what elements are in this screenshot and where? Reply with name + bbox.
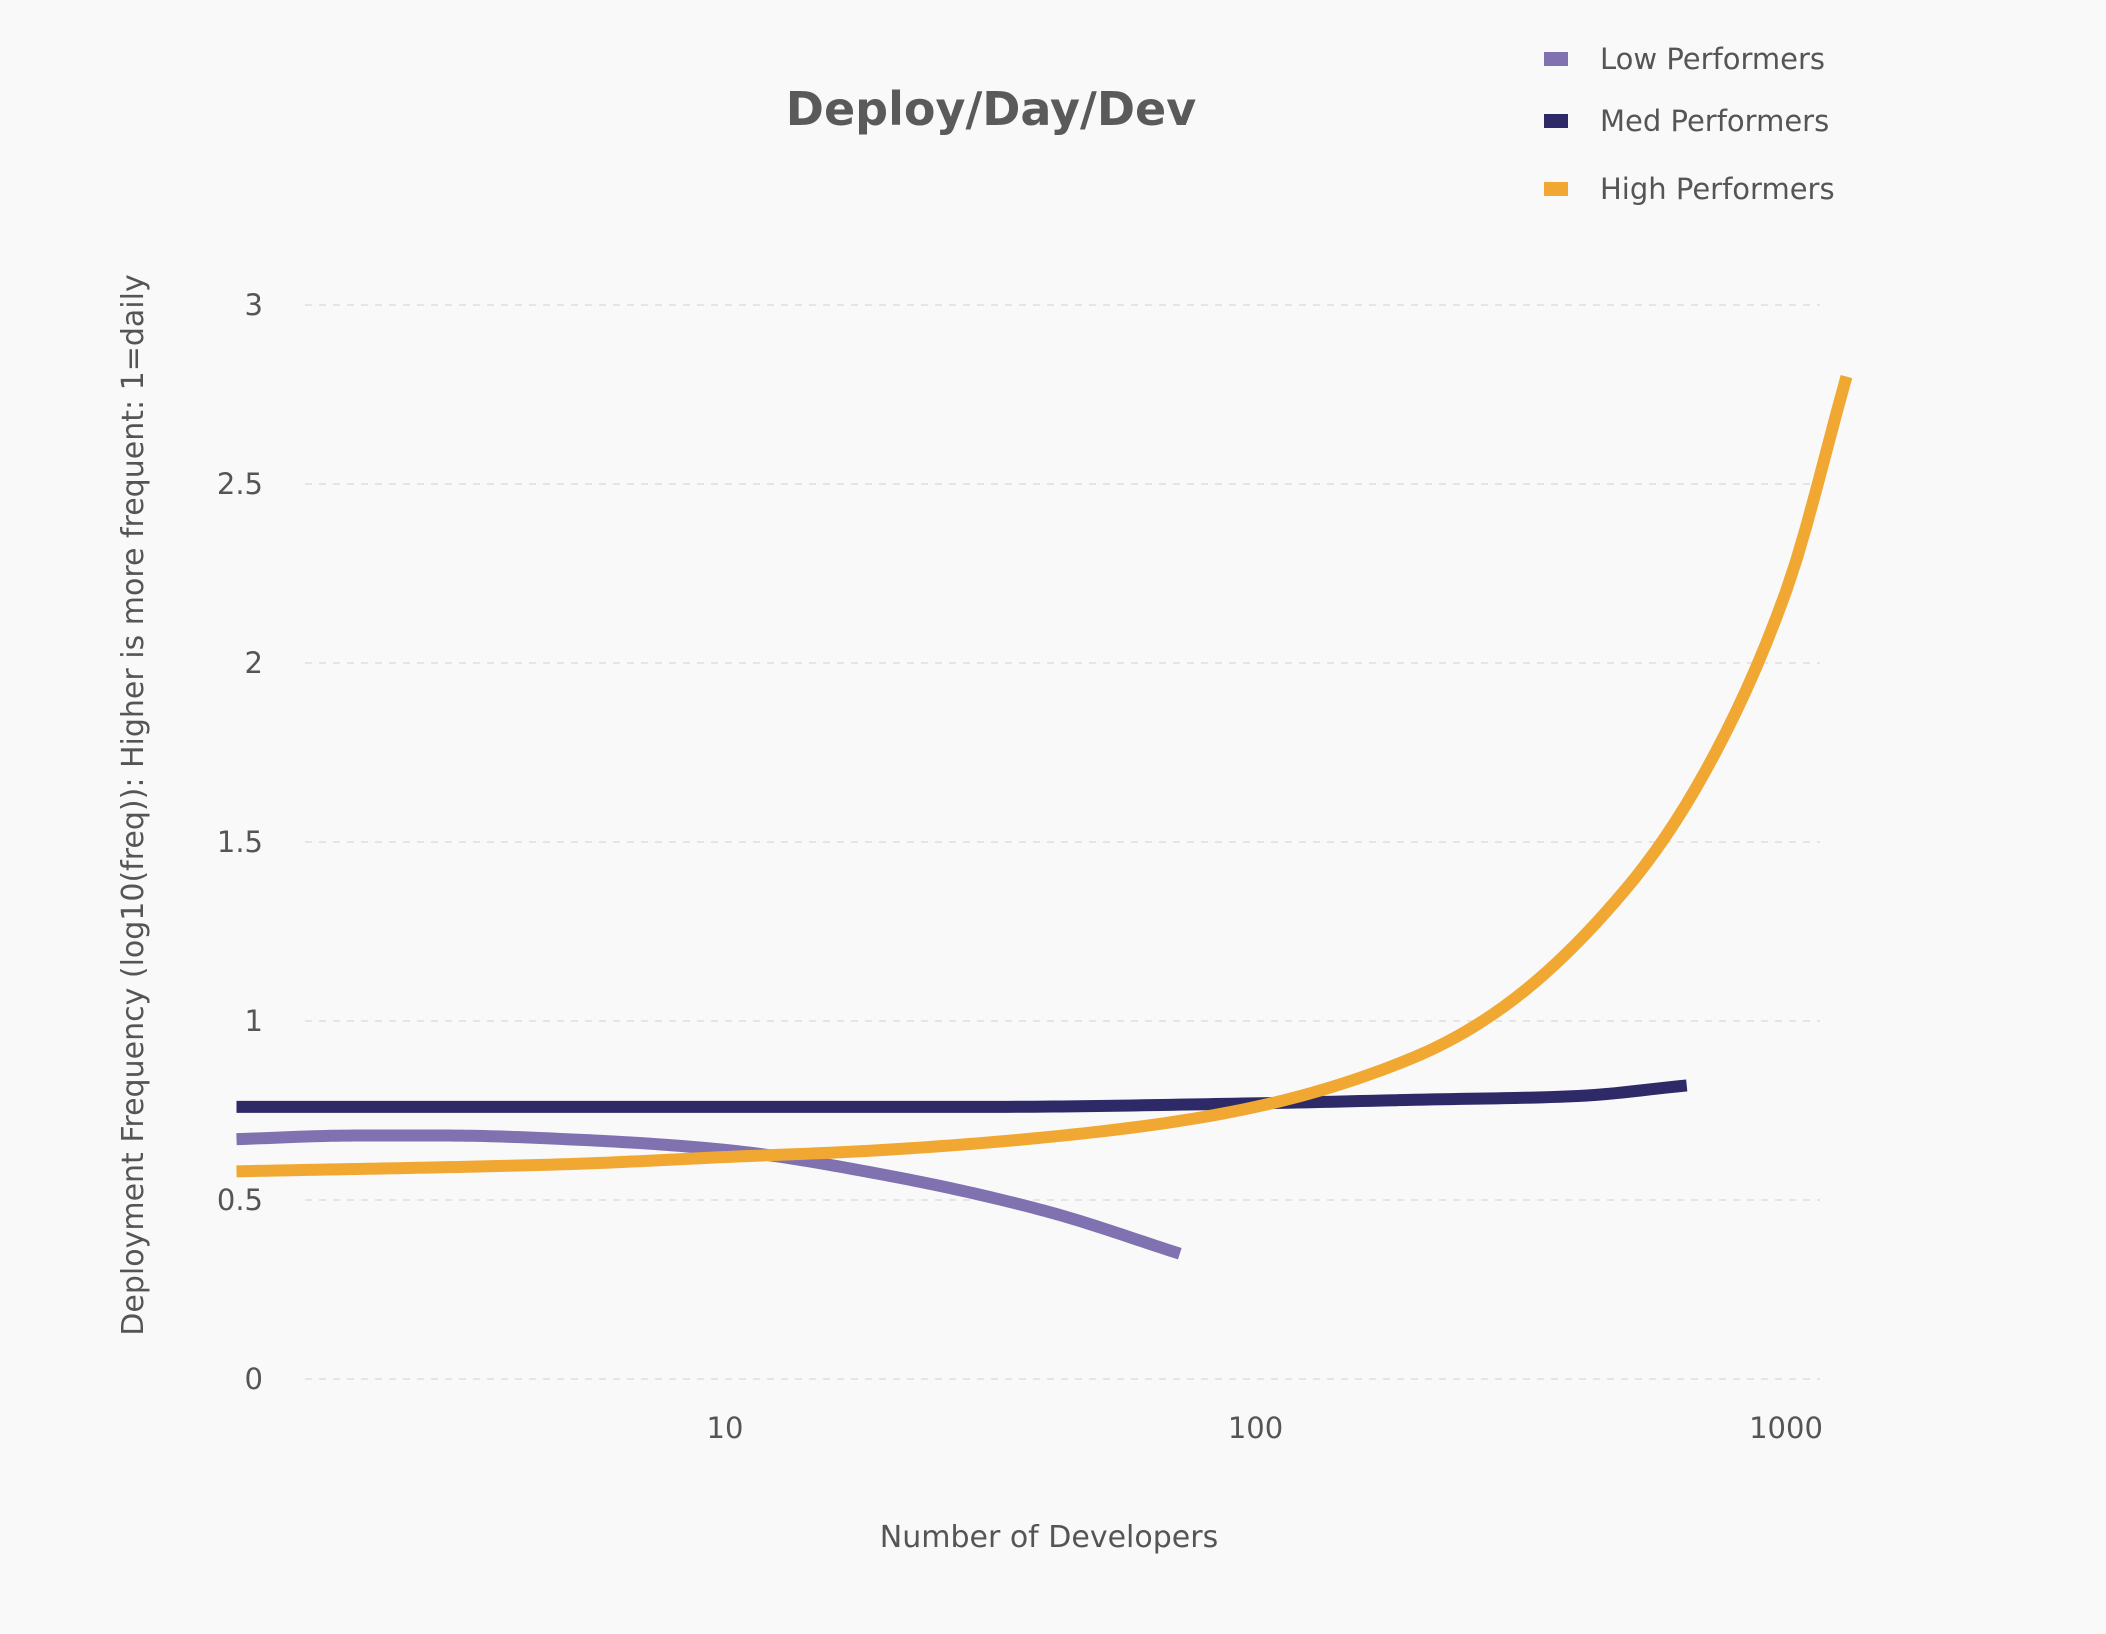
legend-swatch-low: [1544, 52, 1568, 66]
y-tick-label: 1.5: [217, 825, 263, 859]
series-line-high: [236, 375, 1853, 1178]
x-tick-label: 1000: [1749, 1411, 1823, 1445]
x-axis-ticks: 10 100 1000: [707, 1411, 1823, 1445]
y-tick-label: 2: [245, 646, 263, 680]
legend-label-low: Low Performers: [1600, 42, 1825, 76]
chart-title: Deploy/Day/Dev: [786, 82, 1196, 136]
x-axis-label: Number of Developers: [880, 1520, 1218, 1555]
legend-swatch-high: [1544, 182, 1568, 196]
series-line-med: [236, 1079, 1688, 1113]
legend: Low Performers Med Performers High Perform…: [1544, 42, 1835, 206]
y-axis-ticks: 0 0.5 1 1.5 2 2.5 3: [217, 288, 263, 1396]
y-tick-label: 0.5: [217, 1183, 263, 1217]
series-line-low: [236, 1129, 1182, 1260]
legend-label-med: Med Performers: [1600, 104, 1829, 138]
y-tick-label: 1: [245, 1004, 263, 1038]
y-tick-label: 3: [245, 288, 263, 322]
y-tick-label: 0: [245, 1362, 263, 1396]
y-tick-label: 2.5: [217, 467, 263, 501]
x-tick-label: 100: [1228, 1411, 1283, 1445]
legend-label-high: High Performers: [1600, 172, 1835, 206]
legend-swatch-med: [1544, 114, 1568, 128]
series-lines: [236, 375, 1853, 1260]
y-axis-label: Deployment Frequency (log10(freq)): High…: [116, 274, 151, 1335]
x-tick-label: 10: [707, 1411, 744, 1445]
grid-lines: [305, 304, 1820, 1380]
